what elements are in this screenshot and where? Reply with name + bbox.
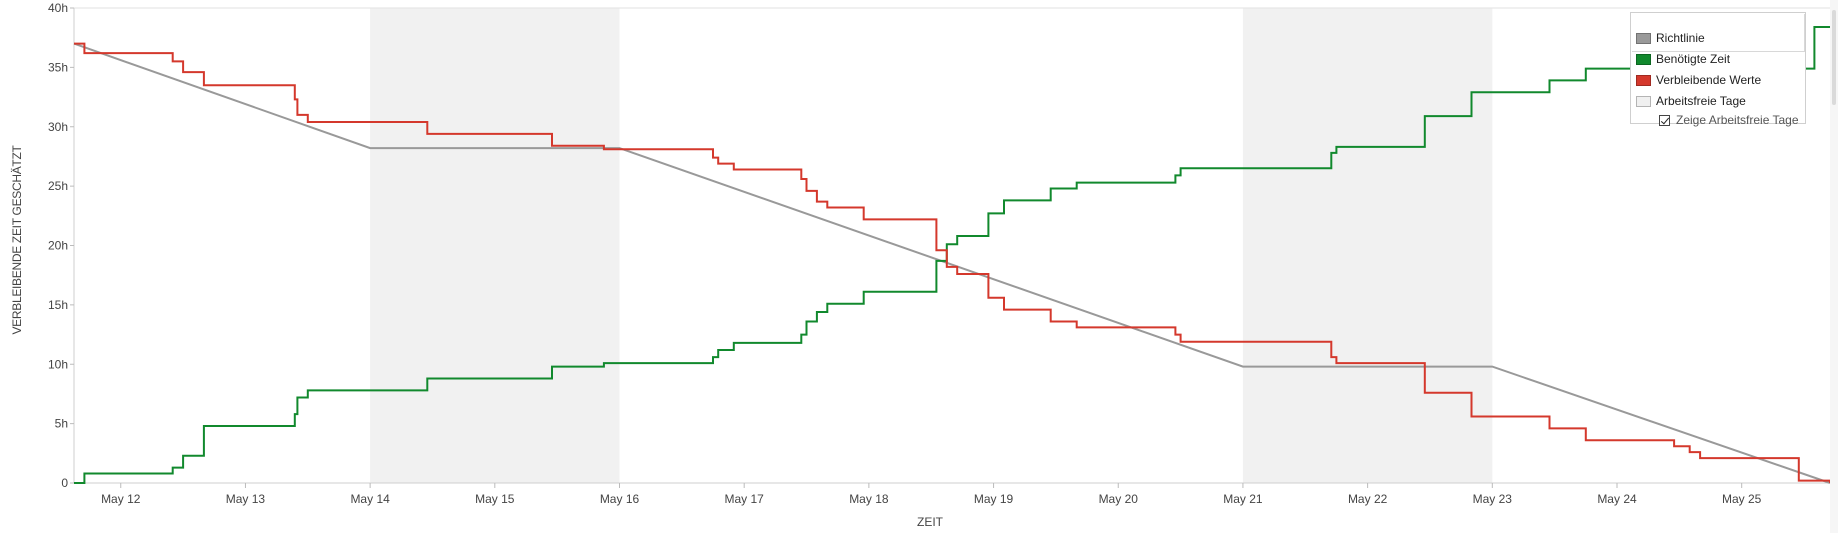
legend-swatch — [1636, 74, 1651, 86]
y-tick-label: 30h — [48, 120, 68, 134]
show-non-working-days-toggle[interactable]: Zeige Arbeitsfreie Tage — [1659, 113, 1799, 127]
legend-item-arbeitsfreie-tage[interactable]: Arbeitsfreie Tage — [1636, 92, 1746, 110]
legend-item-benoetigte-zeit[interactable]: Benötigte Zeit — [1636, 50, 1730, 68]
x-tick-label: May 25 — [1722, 492, 1762, 506]
x-tick-label: May 17 — [725, 492, 765, 506]
scrollbar-thumb[interactable] — [1832, 10, 1836, 105]
legend-label: Arbeitsfreie Tage — [1656, 94, 1746, 108]
y-tick-label: 20h — [48, 239, 68, 253]
chart-legend: Richtlinie Benötigte Zeit Verbleibende W… — [1630, 12, 1806, 127]
y-tick-label: 15h — [48, 298, 68, 312]
x-tick-label: May 21 — [1223, 492, 1263, 506]
x-tick-label: May 23 — [1473, 492, 1513, 506]
x-tick-label: May 14 — [350, 492, 390, 506]
x-axis-title: ZEIT — [917, 515, 944, 529]
checkbox-checked-icon[interactable] — [1659, 114, 1670, 126]
legend-item-verbleibende-werte[interactable]: Verbleibende Werte — [1636, 71, 1761, 89]
y-tick-label: 10h — [48, 357, 68, 371]
y-tick-label: 0 — [61, 476, 68, 490]
y-tick-label: 35h — [48, 60, 68, 74]
x-tick-label: May 18 — [849, 492, 889, 506]
checkbox-label: Zeige Arbeitsfreie Tage — [1676, 113, 1799, 127]
legend-swatch — [1636, 53, 1651, 65]
non-working-day-bands — [370, 8, 1493, 483]
legend-swatch — [1636, 32, 1651, 44]
legend-label: Richtlinie — [1656, 31, 1705, 45]
x-tick-label: May 20 — [1099, 492, 1139, 506]
non-working-day-band — [370, 8, 620, 483]
legend-label: Verbleibende Werte — [1656, 73, 1762, 87]
x-tick-label: May 16 — [600, 492, 640, 506]
x-axis-ticks: May 12 May 13 May 14 May 15 May 16 May 17 May … — [101, 483, 1762, 506]
series-line-verbleibende-werte — [74, 42, 1831, 483]
y-tick-label: 40h — [48, 1, 68, 15]
vertical-scrollbar[interactable] — [1830, 0, 1838, 533]
x-tick-label: May 13 — [226, 492, 266, 506]
y-tick-label: 5h — [55, 417, 68, 431]
legend-swatch — [1636, 95, 1651, 107]
non-working-day-band — [1242, 8, 1493, 483]
series-line-richtlinie — [73, 42, 1831, 484]
x-tick-label: May 19 — [974, 492, 1014, 506]
x-tick-label: May 12 — [101, 492, 141, 506]
x-tick-label: May 24 — [1597, 492, 1637, 506]
y-axis-ticks: 0 5h 10h 15h 20h 25h 30h 35h 40h — [48, 1, 74, 490]
legend-label: Benötigte Zeit — [1656, 52, 1731, 66]
y-tick-label: 25h — [48, 179, 68, 193]
series-line-ben-tigte-zeit — [74, 26, 1830, 484]
chart-series — [73, 26, 1831, 484]
x-tick-label: May 22 — [1348, 492, 1388, 506]
x-tick-label: May 15 — [475, 492, 515, 506]
y-axis-title: VERBLEIBENDE ZEIT GESCHÄTZT — [10, 145, 24, 335]
legend-highlight-box — [1632, 14, 1805, 52]
chart-frame — [73, 7, 1830, 484]
legend-item-richtlinie[interactable]: Richtlinie — [1636, 29, 1705, 47]
